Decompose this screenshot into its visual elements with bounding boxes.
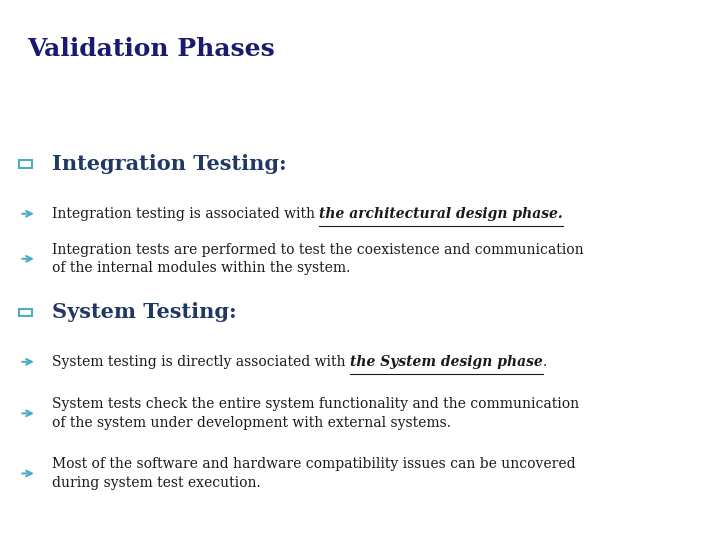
Text: the System design phase: the System design phase	[350, 355, 543, 369]
Text: System Testing:: System Testing:	[52, 302, 237, 322]
Text: Validation Phases: Validation Phases	[27, 37, 275, 60]
Text: Integration Testing:: Integration Testing:	[52, 154, 287, 174]
Text: .: .	[543, 355, 547, 369]
Text: the architectural design phase.: the architectural design phase.	[320, 207, 563, 221]
Text: Most of the software and hardware compatibility issues can be uncovered
during s: Most of the software and hardware compat…	[52, 457, 576, 490]
Text: Integration testing is associated with: Integration testing is associated with	[52, 207, 320, 221]
Text: System tests check the entire system functionality and the communication
of the : System tests check the entire system fun…	[52, 397, 579, 429]
Text: System testing is directly associated with: System testing is directly associated wi…	[52, 355, 350, 369]
Text: Integration tests are performed to test the coexistence and communication
of the: Integration tests are performed to test …	[52, 242, 584, 275]
